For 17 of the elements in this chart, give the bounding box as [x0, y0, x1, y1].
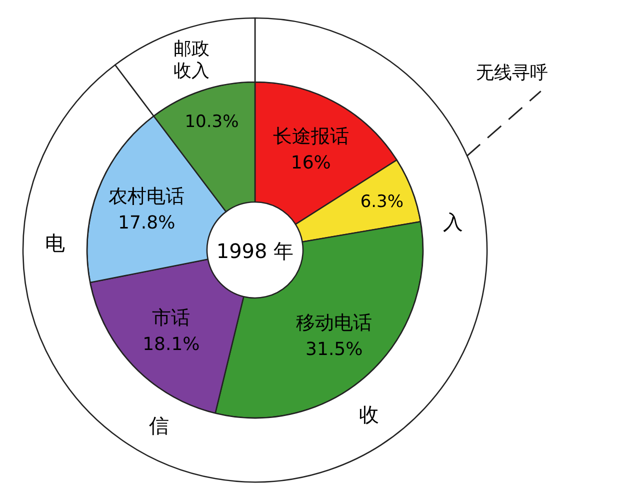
data-label: 17.8% — [118, 212, 176, 234]
data-label: 31.5% — [306, 338, 363, 360]
slice-label: 农村电话 — [108, 186, 185, 208]
data-label: 6.3% — [360, 192, 404, 212]
text: 收 — [358, 402, 379, 426]
data-label: 16% — [290, 152, 331, 174]
text: 1998 年 — [216, 239, 294, 263]
text: 入 — [443, 210, 464, 234]
slice-label: 移动电话 — [296, 312, 372, 334]
slice-label: 长途报话 — [272, 125, 349, 148]
slice-label: 无线寻呼 — [476, 62, 548, 84]
data-label: 18.1% — [142, 334, 200, 356]
text: 电 — [45, 231, 66, 256]
slice-label: 邮政收入 — [173, 38, 210, 82]
slice-label: 市话 — [152, 307, 190, 330]
data-label: 10.3% — [184, 112, 239, 132]
text: 信 — [149, 413, 170, 438]
